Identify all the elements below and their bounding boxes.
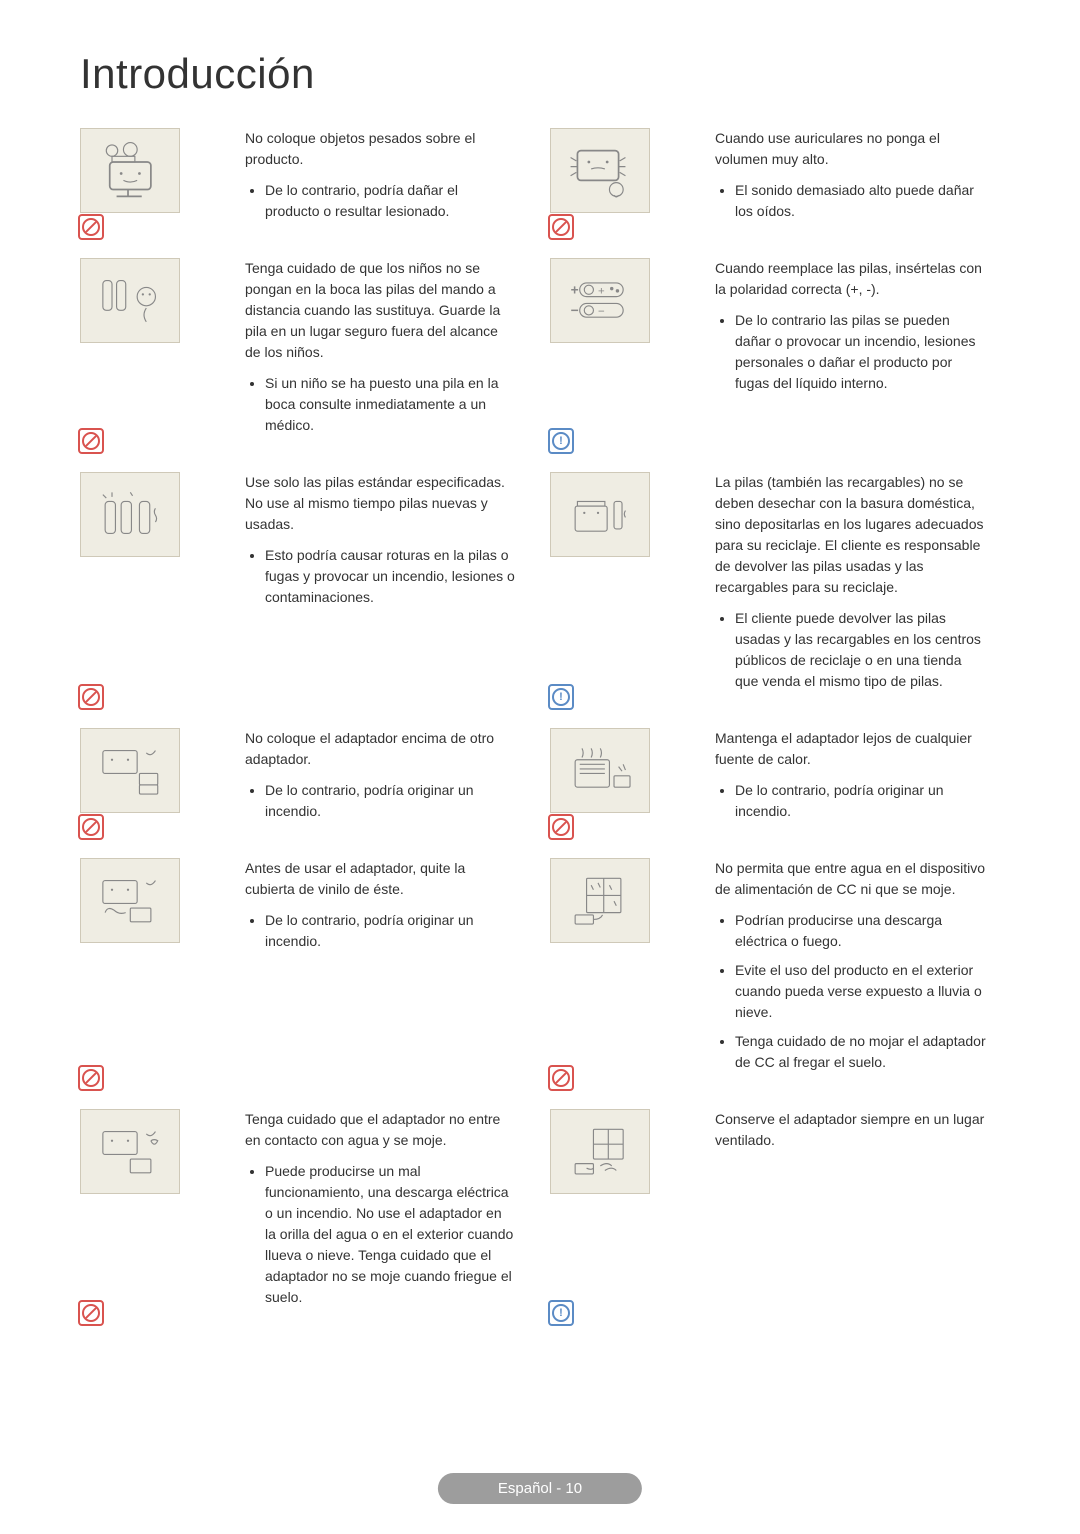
illustration-adapter-heat — [550, 728, 695, 830]
illustration-polarity: + − + − — [550, 258, 695, 444]
text-adapter-heat: Mantenga el adaptador lejos de cualquier… — [715, 728, 1000, 830]
text-vinyl-cover: Antes de usar el adaptador, quite la cub… — [245, 858, 530, 1081]
illustration-batteries-children — [80, 258, 225, 444]
text-heavy-objects: No coloque objetos pesados sobre el prod… — [245, 128, 530, 230]
prohibit-icon — [78, 428, 104, 454]
svg-text:−: − — [570, 303, 578, 318]
warning-text: Cuando use auriculares no ponga el volum… — [715, 128, 986, 170]
safety-grid: No coloque objetos pesados sobre el prod… — [80, 128, 1000, 1316]
warning-text: Conserve el adaptador siempre en un luga… — [715, 1109, 986, 1151]
bullet: Tenga cuidado de no mojar el adaptador d… — [735, 1031, 986, 1073]
text-water-dc: No permita que entre agua en el disposit… — [715, 858, 1000, 1081]
bullet: De lo contrario, podría originar un ince… — [265, 780, 516, 822]
text-headphones: Cuando use auriculares no ponga el volum… — [715, 128, 1000, 230]
text-adapter-water: Tenga cuidado que el adaptador no entre … — [245, 1109, 530, 1316]
svg-text:−: − — [598, 306, 605, 318]
prohibit-icon — [548, 214, 574, 240]
svg-text:+: + — [598, 286, 605, 298]
illustration-vinyl-cover — [80, 858, 225, 1081]
warning-text: Mantenga el adaptador lejos de cualquier… — [715, 728, 986, 770]
illustration-heavy-objects — [80, 128, 225, 230]
page-footer: Español - 10 — [438, 1473, 642, 1504]
bullet: El sonido demasiado alto puede dañar los… — [735, 180, 986, 222]
bullet: Esto podría causar roturas en la pilas o… — [265, 545, 516, 608]
bullet: De lo contrario las pilas se pueden daña… — [735, 310, 986, 394]
svg-text:+: + — [570, 283, 578, 298]
info-icon — [548, 684, 574, 710]
bullet: Puede producirse un mal funcionamiento, … — [265, 1161, 516, 1308]
warning-text: No coloque el adaptador encima de otro a… — [245, 728, 516, 770]
prohibit-icon — [548, 814, 574, 840]
illustration-standard-batteries — [80, 472, 225, 700]
warning-text: Tenga cuidado de que los niños no se pon… — [245, 258, 516, 363]
prohibit-icon — [78, 684, 104, 710]
info-icon — [548, 1300, 574, 1326]
bullet: Evite el uso del producto en el exterior… — [735, 960, 986, 1023]
prohibit-icon — [78, 214, 104, 240]
text-adapter-stack: No coloque el adaptador encima de otro a… — [245, 728, 530, 830]
bullet: El cliente puede devolver las pilas usad… — [735, 608, 986, 692]
text-recycle-batteries: La pilas (también las recargables) no se… — [715, 472, 1000, 700]
illustration-adapter-stack — [80, 728, 225, 830]
page-title: Introducción — [80, 50, 1000, 98]
illustration-adapter-water — [80, 1109, 225, 1316]
bullet: De lo contrario, podría originar un ince… — [265, 910, 516, 952]
prohibit-icon — [78, 814, 104, 840]
bullet: De lo contrario, podría dañar el product… — [265, 180, 516, 222]
prohibit-icon — [548, 1065, 574, 1091]
page-number-pill: Español - 10 — [438, 1473, 642, 1504]
warning-text: Use solo las pilas estándar especificada… — [245, 472, 516, 535]
bullet: Si un niño se ha puesto una pila en la b… — [265, 373, 516, 436]
text-polarity: Cuando reemplace las pilas, insértelas c… — [715, 258, 1000, 444]
bullet: Podrían producirse una descarga eléctric… — [735, 910, 986, 952]
prohibit-icon — [78, 1065, 104, 1091]
warning-text: No coloque objetos pesados sobre el prod… — [245, 128, 516, 170]
text-batteries-children: Tenga cuidado de que los niños no se pon… — [245, 258, 530, 444]
prohibit-icon — [78, 1300, 104, 1326]
text-standard-batteries: Use solo las pilas estándar especificada… — [245, 472, 530, 700]
warning-text: Antes de usar el adaptador, quite la cub… — [245, 858, 516, 900]
illustration-water-dc — [550, 858, 695, 1081]
warning-text: No permita que entre agua en el disposit… — [715, 858, 986, 900]
info-icon — [548, 428, 574, 454]
warning-text: Cuando reemplace las pilas, insértelas c… — [715, 258, 986, 300]
warning-text: La pilas (también las recargables) no se… — [715, 472, 986, 598]
illustration-ventilated — [550, 1109, 695, 1316]
text-ventilated: Conserve el adaptador siempre en un luga… — [715, 1109, 1000, 1316]
illustration-recycle-batteries — [550, 472, 695, 700]
illustration-headphones — [550, 128, 695, 230]
bullet: De lo contrario, podría originar un ince… — [735, 780, 986, 822]
warning-text: Tenga cuidado que el adaptador no entre … — [245, 1109, 516, 1151]
